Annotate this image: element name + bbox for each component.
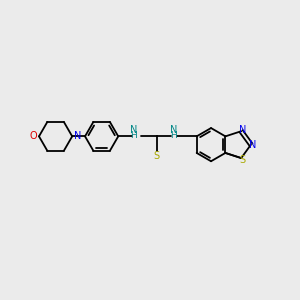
Text: H: H xyxy=(130,131,137,140)
Text: N: N xyxy=(170,125,178,136)
Text: S: S xyxy=(153,151,160,160)
Text: S: S xyxy=(239,155,246,165)
Text: N: N xyxy=(130,125,137,136)
Text: O: O xyxy=(29,131,37,141)
Text: N: N xyxy=(74,131,82,141)
Text: N: N xyxy=(249,140,256,150)
Text: N: N xyxy=(238,124,246,135)
Text: H: H xyxy=(170,131,177,140)
